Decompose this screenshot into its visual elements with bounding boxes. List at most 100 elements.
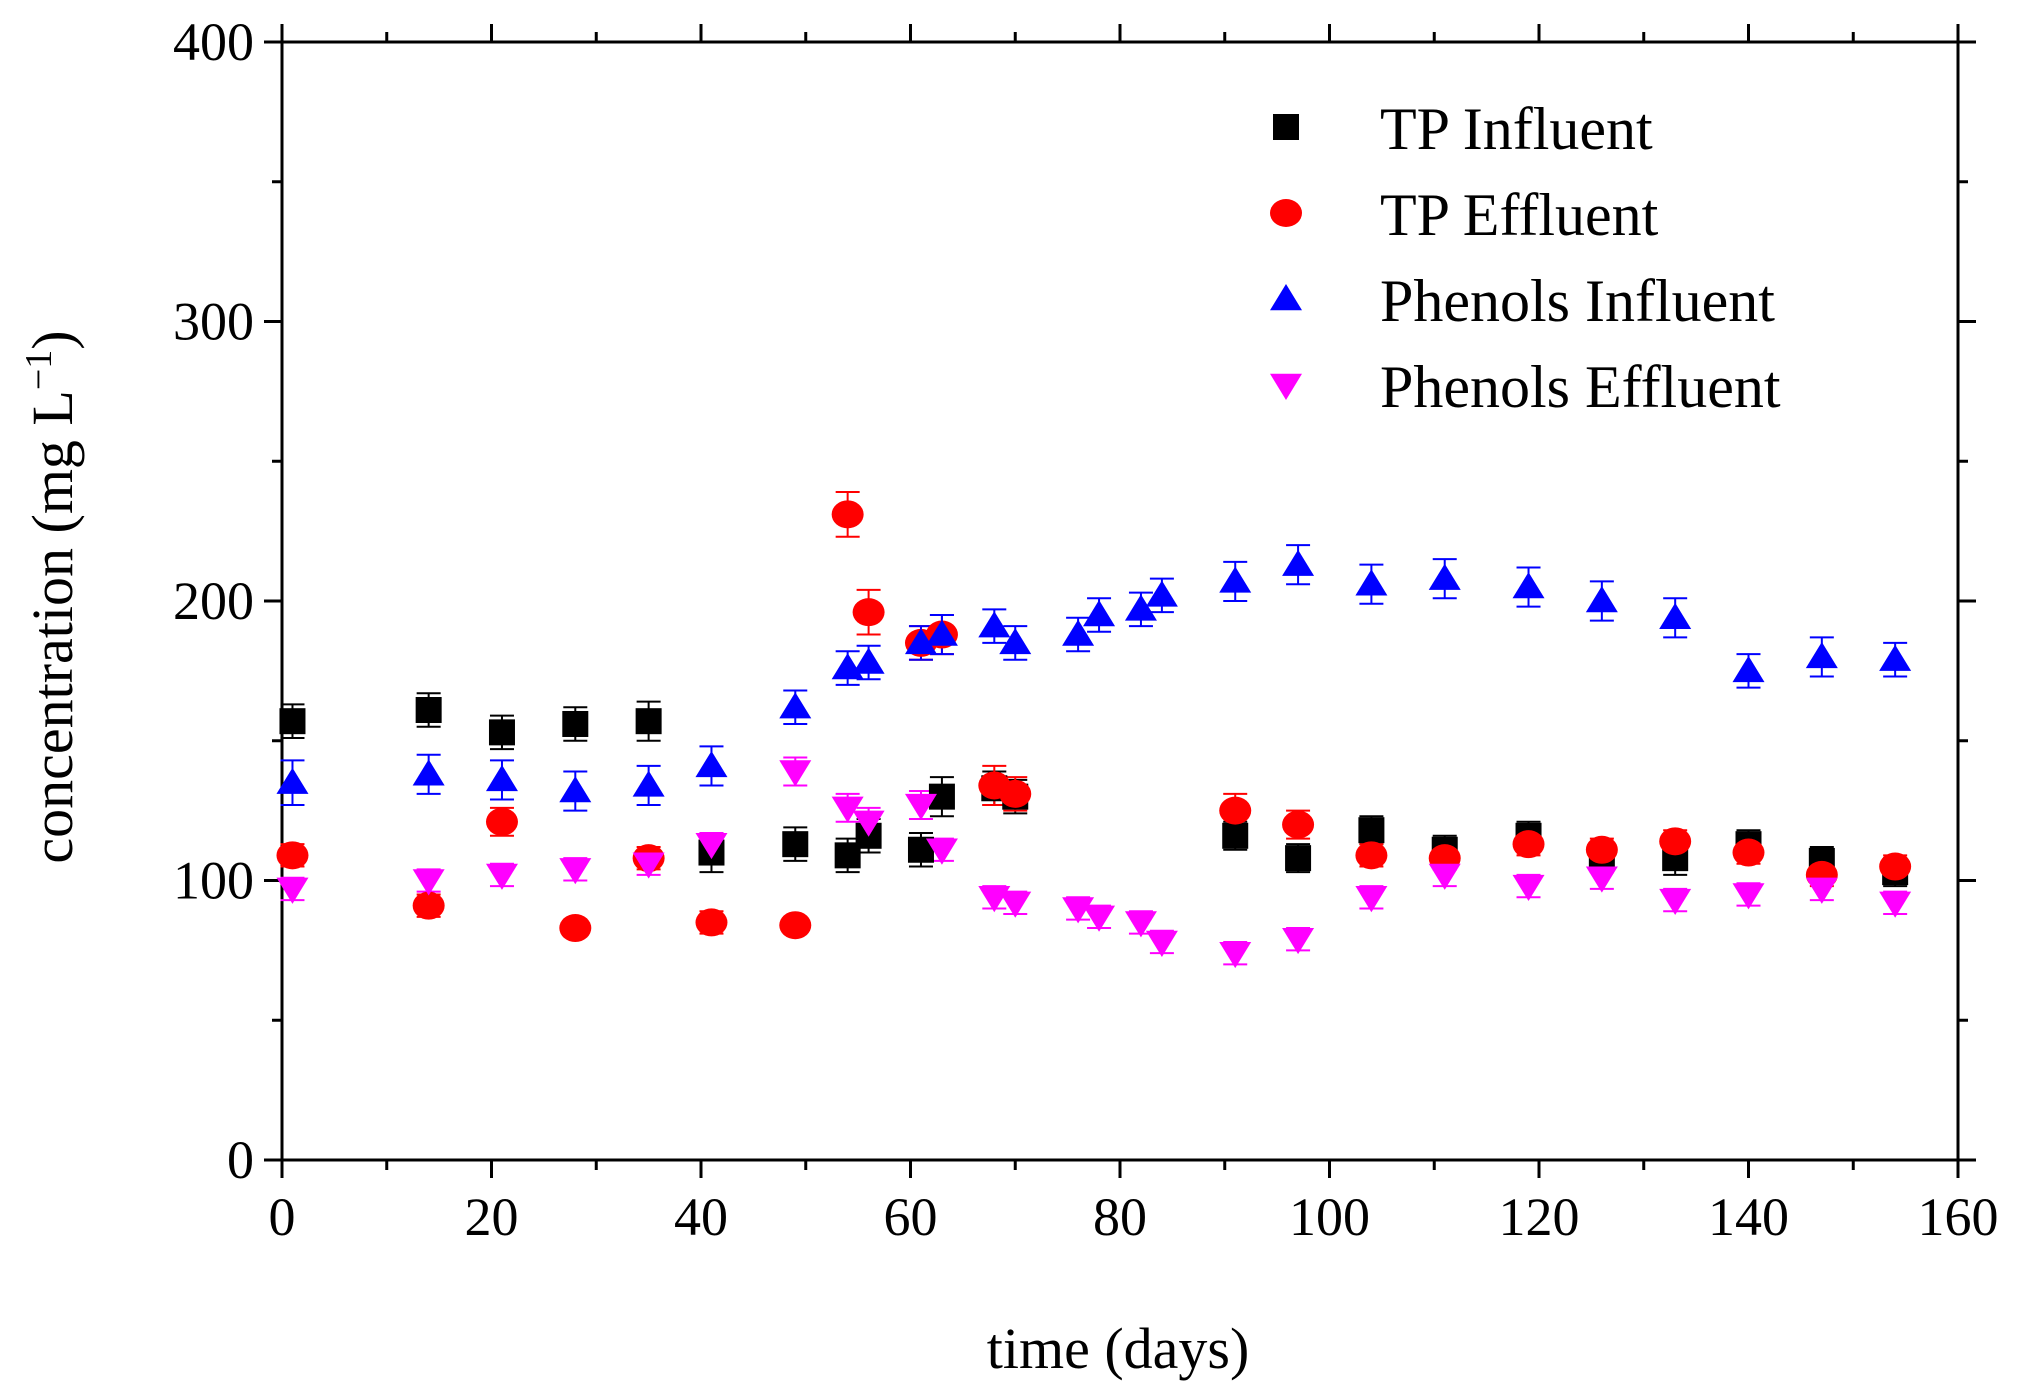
phenols-effluent-point bbox=[559, 858, 592, 885]
phenols-influent-point bbox=[1659, 602, 1692, 629]
tp-effluent-point bbox=[1732, 838, 1765, 867]
phenols-influent-point bbox=[1585, 586, 1618, 613]
phenols-influent-point bbox=[779, 692, 812, 719]
tp-influent-point bbox=[279, 708, 306, 735]
tp-influent-point bbox=[1222, 822, 1249, 849]
tp-effluent-point bbox=[1219, 796, 1252, 825]
tp-effluent-point bbox=[1879, 852, 1912, 881]
legend-marker-tp-effluent bbox=[1270, 199, 1302, 227]
tp-influent-point bbox=[782, 831, 809, 858]
phenols-effluent-point bbox=[904, 793, 937, 820]
tp-effluent-point bbox=[412, 891, 445, 920]
phenols-influent-point bbox=[632, 770, 665, 797]
phenols-effluent-point bbox=[1083, 905, 1116, 932]
tp-effluent-point bbox=[695, 908, 728, 937]
tp-effluent-point bbox=[852, 598, 885, 627]
phenols-influent-point bbox=[1879, 644, 1912, 671]
tp-effluent-point bbox=[559, 914, 592, 943]
tp-effluent-point bbox=[999, 779, 1032, 808]
phenols-effluent-point bbox=[1355, 886, 1388, 913]
x-tick-label: 40 bbox=[674, 1187, 728, 1247]
tp-effluent-point bbox=[831, 500, 864, 529]
phenols-influent-point bbox=[559, 776, 592, 803]
phenols-effluent-point bbox=[852, 810, 885, 837]
y-tick-label: 200 bbox=[173, 571, 254, 631]
phenols-effluent-point bbox=[999, 891, 1032, 918]
phenols-influent-point bbox=[276, 767, 309, 794]
tp-effluent-point bbox=[1512, 830, 1545, 859]
x-tick-label: 120 bbox=[1499, 1187, 1580, 1247]
tp-effluent-point bbox=[1585, 835, 1618, 864]
data-markers bbox=[276, 500, 1912, 969]
phenols-effluent-point bbox=[1145, 930, 1178, 957]
legend-marker-phenols-effluent bbox=[1270, 373, 1302, 400]
legend-entry-tp-influent: TP Influent bbox=[1273, 96, 1653, 162]
legend-entry-phenols-influent: Phenols Influent bbox=[1270, 268, 1775, 334]
y-tick-label: 100 bbox=[173, 851, 254, 911]
phenols-influent-point bbox=[412, 759, 445, 786]
phenols-influent-point bbox=[999, 627, 1032, 655]
tp-influent-point bbox=[635, 708, 662, 735]
y-tick-label: 300 bbox=[173, 292, 254, 352]
phenols-effluent-point bbox=[412, 869, 445, 896]
x-tick-label: 140 bbox=[1708, 1187, 1789, 1247]
phenols-influent-point bbox=[1219, 566, 1252, 593]
legend-marker-tp-influent bbox=[1273, 114, 1299, 140]
legend-label: TP Influent bbox=[1380, 96, 1653, 162]
phenols-effluent-point bbox=[779, 760, 812, 787]
legend-label: Phenols Effluent bbox=[1380, 354, 1781, 420]
x-tick-label: 0 bbox=[269, 1187, 296, 1247]
phenols-influent-point bbox=[485, 764, 518, 792]
phenols-effluent-point bbox=[831, 796, 864, 823]
phenols-effluent-point bbox=[1805, 877, 1838, 904]
y-axis-title-main: concentration (mg L bbox=[20, 390, 85, 864]
axes: 0 20 40 60 80 100 120 140 160 0 100 200 300 400 bbox=[173, 12, 1999, 1247]
phenols-effluent-point bbox=[1428, 863, 1461, 890]
phenols-influent-point bbox=[978, 611, 1011, 638]
phenols-effluent-point bbox=[1282, 927, 1315, 955]
phenols-effluent-point bbox=[695, 832, 728, 860]
phenols-influent-point bbox=[1282, 549, 1315, 576]
y-axis-title-superscript: −1 bbox=[18, 350, 60, 390]
y-tick-label: 400 bbox=[173, 12, 254, 72]
phenols-effluent-point bbox=[1124, 911, 1157, 938]
phenols-effluent-point bbox=[276, 877, 309, 904]
legend-marker-phenols-influent bbox=[1270, 284, 1302, 311]
x-axis-title: time (days) bbox=[987, 1316, 1250, 1381]
x-tick-label: 20 bbox=[465, 1187, 519, 1247]
phenols-effluent-point bbox=[1219, 941, 1252, 969]
legend: TP Influent TP Effluent Phenols Influent Ph… bbox=[1270, 96, 1781, 420]
tp-effluent-point bbox=[1282, 810, 1315, 839]
tp-effluent-point bbox=[1659, 827, 1692, 856]
phenols-influent-point bbox=[852, 647, 885, 674]
phenols-influent-point bbox=[1062, 619, 1095, 646]
phenols-effluent-point bbox=[1732, 883, 1765, 910]
x-tick-label: 60 bbox=[884, 1187, 938, 1247]
plot-frame bbox=[280, 40, 1960, 1162]
x-tick-label: 100 bbox=[1289, 1187, 1370, 1247]
tp-effluent-point bbox=[485, 807, 518, 836]
phenols-influent-point bbox=[1124, 594, 1157, 621]
tp-influent-point bbox=[1358, 817, 1385, 844]
phenols-influent-point bbox=[925, 619, 958, 646]
phenols-effluent-point bbox=[485, 863, 518, 890]
tp-effluent-point bbox=[779, 911, 812, 940]
y-axis-title: concentration (mg L−1) bbox=[18, 330, 85, 863]
tp-influent-point bbox=[562, 710, 589, 737]
tp-influent-point bbox=[488, 719, 515, 746]
legend-label: Phenols Influent bbox=[1380, 268, 1775, 334]
y-axis-title-close: ) bbox=[20, 330, 85, 349]
phenols-influent-point bbox=[1145, 580, 1178, 607]
tp-effluent-point bbox=[1355, 841, 1388, 870]
legend-entry-phenols-effluent: Phenols Effluent bbox=[1270, 354, 1781, 420]
x-tick-label: 160 bbox=[1918, 1187, 1999, 1247]
phenols-effluent-point bbox=[1585, 866, 1618, 893]
phenols-influent-point bbox=[904, 627, 937, 655]
phenols-effluent-point bbox=[1879, 891, 1912, 918]
phenols-influent-point bbox=[695, 750, 728, 778]
x-tick-label: 80 bbox=[1093, 1187, 1147, 1247]
tp-influent-point bbox=[415, 697, 442, 724]
phenols-effluent-point bbox=[1659, 888, 1692, 916]
tp-effluent-point bbox=[276, 841, 309, 870]
phenols-influent-point bbox=[1732, 655, 1765, 683]
